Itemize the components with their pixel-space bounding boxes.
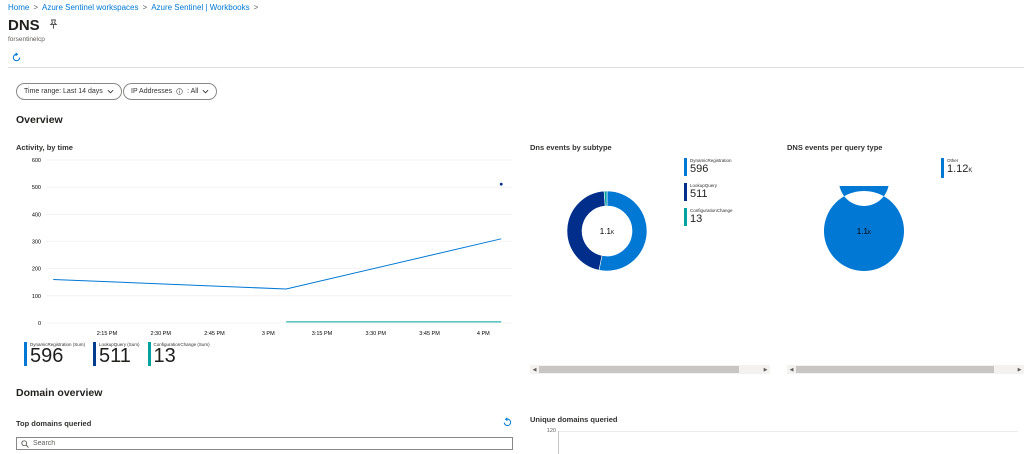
pin-icon[interactable] xyxy=(48,19,59,30)
legend-dynamic-registration: DynamicRegistration 596 xyxy=(684,158,733,176)
scroll-thumb[interactable] xyxy=(539,366,739,373)
chevron-down-icon xyxy=(107,89,114,94)
legend-label: ConfigurationChange xyxy=(690,208,733,213)
tile-value: 511 xyxy=(99,345,131,367)
legend-label: Other xyxy=(947,158,959,163)
refresh-icon[interactable] xyxy=(11,52,22,63)
legend-value: 13 xyxy=(690,213,703,225)
x-tick-label: 3:15 PM xyxy=(312,331,333,337)
unique-gridline xyxy=(558,431,1018,432)
scroll-left-icon[interactable]: ◀ xyxy=(532,366,537,373)
donut-slice-other xyxy=(823,186,904,271)
tile-dynamic-registration: DynamicRegistration (Sum) 596 xyxy=(24,342,85,366)
search-input[interactable] xyxy=(33,440,512,447)
time-range-filter[interactable]: Time range: Last 14 days xyxy=(16,83,122,100)
search-icon xyxy=(21,439,29,448)
donut-center-label: 1.1K xyxy=(600,227,615,236)
scroll-left-icon[interactable]: ◀ xyxy=(789,366,794,373)
activity-tiles: DynamicRegistration (Sum) 596 LookupQuer… xyxy=(24,342,210,366)
y-tick-label: 0 xyxy=(38,321,41,327)
top-domains-title: Top domains queried xyxy=(16,419,92,428)
tile-label: DynamicRegistration (Sum) xyxy=(30,342,86,347)
scroll-right-icon[interactable]: ▶ xyxy=(1017,366,1022,373)
x-tick-label: 2:45 PM xyxy=(204,331,225,337)
y-tick-label: 500 xyxy=(32,185,41,191)
breadcrumb-workbooks[interactable]: Azure Sentinel | Workbooks xyxy=(151,3,250,12)
breadcrumb-separator: > xyxy=(253,3,259,12)
subtype-donut-chart: 1.1K xyxy=(566,190,648,272)
undo-icon[interactable] xyxy=(501,417,512,428)
donut-slice-dynamicregistration xyxy=(598,190,648,272)
x-tick-label: 3 PM xyxy=(262,331,275,337)
domain-overview-heading: Domain overview xyxy=(16,387,103,399)
unique-axis xyxy=(558,431,559,454)
y-tick-label: 600 xyxy=(32,158,41,164)
y-tick-label: 400 xyxy=(32,212,41,218)
tile-configuration-change: ConfigurationChange (Sum) 13 xyxy=(147,342,210,367)
x-tick-label: 2:15 PM xyxy=(97,331,118,337)
series-dynamic-registration-line xyxy=(53,238,502,290)
series-lookup-query-point xyxy=(499,182,503,186)
tile-label: LookupQuery (Sum) xyxy=(99,342,140,347)
unique-y-tick: 120 xyxy=(546,428,556,434)
donut-center-label: 1.1K xyxy=(857,227,872,236)
x-tick-label: 3:30 PM xyxy=(366,331,387,337)
donut-slice-configurationchange xyxy=(603,190,608,207)
y-tick-label: 100 xyxy=(32,294,41,300)
y-tick-label: 300 xyxy=(32,240,41,246)
x-tick-label: 4 PM xyxy=(477,331,490,337)
breadcrumb-separator: > xyxy=(33,3,39,12)
legend-value: 596 xyxy=(690,163,709,175)
breadcrumb-separator: > xyxy=(142,3,148,12)
activity-line-chart: 0 100 200 300 400 500 600 2:15 PM 2:30 PM 2:45 PM… xyxy=(32,158,512,337)
tile-label: ConfigurationChange (Sum) xyxy=(153,342,210,347)
info-icon xyxy=(176,88,183,95)
legend-lookup-query: LookupQuery 511 xyxy=(684,183,733,201)
legend-configuration-change: ConfigurationChange 13 xyxy=(684,208,733,226)
legend-value: 511 xyxy=(690,188,708,200)
ip-addresses-value: : All xyxy=(187,88,199,95)
chevron-down-icon xyxy=(202,89,209,94)
ip-addresses-filter[interactable]: IP Addresses : All xyxy=(123,83,218,100)
ip-addresses-label: IP Addresses xyxy=(131,88,173,95)
legend-value: 1.12K xyxy=(947,163,973,175)
legend-label: LookupQuery xyxy=(690,183,718,188)
query-type-donut-chart: 1.1K xyxy=(823,186,904,271)
legend-label: DynamicRegistration xyxy=(690,158,732,163)
query-type-legend: Other 1.12K xyxy=(941,158,972,178)
header-divider xyxy=(8,67,1024,68)
subtype-chart-title: Dns events by subtype xyxy=(530,143,612,152)
breadcrumb-workspaces[interactable]: Azure Sentinel workspaces xyxy=(42,3,139,12)
unique-domains-title: Unique domains queried xyxy=(530,415,618,424)
activity-chart-title: Activity, by time xyxy=(16,143,73,152)
x-tick-label: 2:30 PM xyxy=(150,331,171,337)
subtype-scrollbar[interactable]: ◀ ▶ xyxy=(530,365,770,374)
scroll-thumb[interactable] xyxy=(796,366,994,373)
top-domains-search[interactable] xyxy=(16,437,513,450)
time-range-label: Time range: Last 14 days xyxy=(24,88,103,95)
subtype-legend: DynamicRegistration 596 LookupQuery 511 … xyxy=(684,158,733,226)
legend-other: Other 1.12K xyxy=(941,158,972,178)
breadcrumb-home[interactable]: Home xyxy=(8,3,30,12)
page-subtitle: forsentinelcp xyxy=(8,36,45,43)
overview-heading: Overview xyxy=(16,114,63,126)
breadcrumb: Home > Azure Sentinel workspaces > Azure Sen… xyxy=(8,3,262,12)
page-title: DNS xyxy=(8,17,40,34)
tile-value: 596 xyxy=(30,345,64,367)
tile-lookup-query: LookupQuery (Sum) 511 xyxy=(93,342,140,366)
tile-value: 13 xyxy=(153,345,176,367)
query-type-scrollbar[interactable]: ◀ ▶ xyxy=(787,365,1024,374)
x-tick-label: 3:45 PM xyxy=(419,331,440,337)
y-tick-label: 200 xyxy=(32,267,41,273)
query-type-chart-title: DNS events per query type xyxy=(787,143,883,152)
scroll-right-icon[interactable]: ▶ xyxy=(763,366,768,373)
